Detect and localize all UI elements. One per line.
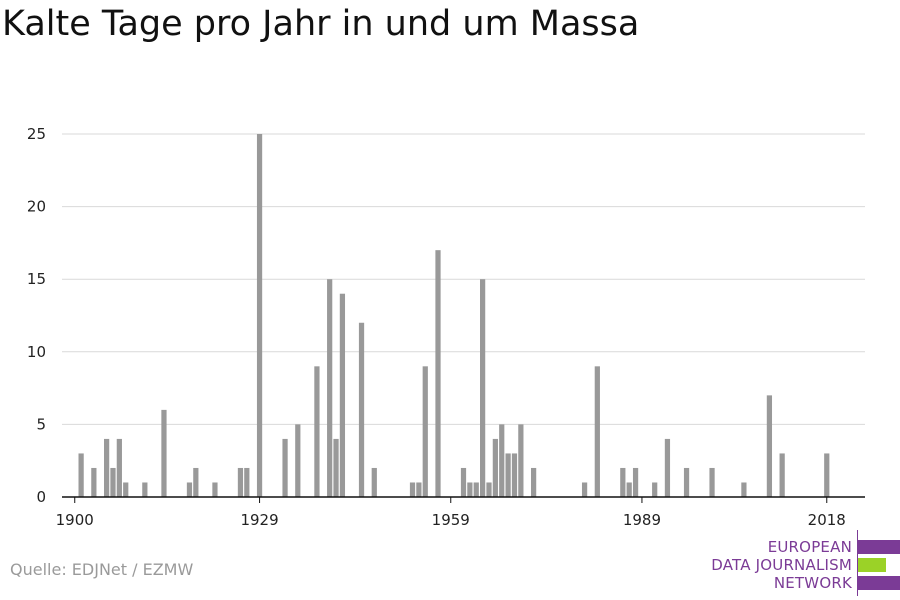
bar (632, 467, 639, 497)
y-tick-label: 25 (27, 125, 46, 143)
bar (358, 322, 365, 497)
y-tick-label: 15 (27, 270, 46, 288)
bar (116, 438, 122, 497)
bar (766, 395, 773, 497)
bar (460, 467, 467, 497)
bar (518, 424, 524, 497)
bar (91, 467, 97, 497)
bar (244, 467, 250, 497)
bar (620, 467, 626, 497)
bar (779, 453, 785, 497)
bar (480, 279, 486, 497)
source-note: Quelle: EDJNet / EZMW (10, 560, 194, 579)
logo-bar-bottom (858, 576, 900, 590)
y-tick-label: 10 (27, 343, 46, 361)
bar (212, 482, 218, 497)
bar (409, 482, 416, 497)
y-axis-ticks: 0 5 10 15 20 25 (27, 125, 46, 506)
bar (295, 424, 301, 497)
bar (824, 453, 830, 497)
bar (256, 134, 263, 497)
logo-line-2: DATA JOURNALISM (711, 556, 852, 574)
grid-lines (62, 133, 865, 425)
x-axis-ticks: 1900 1929 1959 1989 2018 (56, 497, 846, 529)
bar (664, 438, 671, 497)
bar (371, 467, 377, 497)
bars (78, 134, 830, 497)
logo-divider (857, 530, 858, 596)
x-tick-label: 2018 (808, 511, 846, 529)
bar (186, 482, 193, 497)
bar (741, 482, 747, 497)
bar (626, 482, 632, 497)
x-tick-label: 1900 (56, 511, 94, 529)
logo-line-3: NETWORK (773, 574, 852, 592)
y-tick-label: 5 (36, 415, 46, 433)
bar (594, 366, 600, 497)
bar (652, 482, 658, 497)
edjnet-logo: EUROPEAN DATA JOURNALISM NETWORK (700, 530, 900, 596)
bar (473, 482, 479, 497)
x-tick-label: 1989 (623, 511, 661, 529)
bar (581, 482, 588, 497)
bar (327, 279, 333, 497)
x-tick-label: 1959 (432, 511, 470, 529)
bar (282, 438, 288, 497)
logo-bar-top (858, 540, 900, 554)
bar (314, 366, 320, 497)
bar (416, 482, 422, 497)
bar (505, 453, 511, 497)
bar (123, 482, 129, 497)
bar (499, 424, 505, 497)
bar (193, 467, 199, 497)
bar (142, 482, 148, 497)
bar (422, 366, 428, 497)
chart-title: Kalte Tage pro Jahr in und um Massa (2, 4, 640, 44)
bar (467, 482, 473, 497)
y-tick-label: 20 (27, 198, 46, 216)
bar (530, 467, 537, 497)
bar (435, 250, 441, 497)
bar (161, 409, 167, 497)
bar (683, 467, 690, 497)
logo-line-1: EUROPEAN (767, 538, 852, 556)
bar (237, 467, 244, 497)
bar (103, 438, 110, 497)
bar (492, 438, 498, 497)
x-tick-label: 1929 (240, 511, 278, 529)
bar (709, 467, 715, 497)
bar (511, 453, 518, 497)
bar (110, 467, 116, 497)
bar (78, 453, 84, 497)
bar (339, 293, 346, 497)
bar (486, 482, 492, 497)
bar (333, 438, 339, 497)
y-tick-label: 0 (36, 488, 46, 506)
logo-bar-middle (858, 558, 886, 572)
